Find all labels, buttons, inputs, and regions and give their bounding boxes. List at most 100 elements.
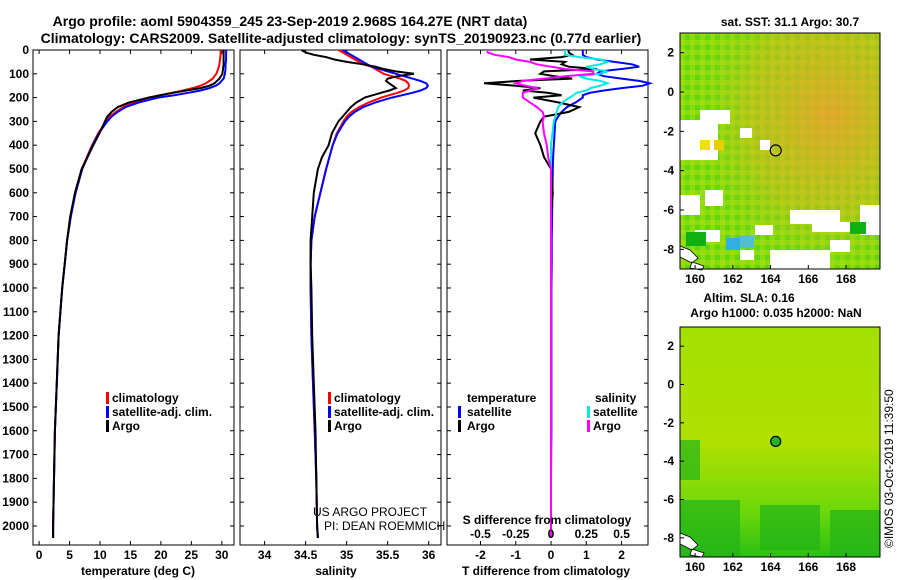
x-tick-label: 35 (340, 548, 354, 562)
legend-satellite-swatch (328, 406, 331, 418)
legend-climatology-swatch (106, 392, 109, 404)
x-tick-label: -2 (475, 548, 486, 562)
sst-map-title: sat. SST: 31.1 Argo: 30.7 (721, 15, 860, 29)
legend-argo-label: Argo (112, 419, 140, 433)
depth-tick-label: 1900 (2, 495, 29, 509)
map-y-tick-label: -2 (663, 416, 674, 430)
x-tick-label: -1 (510, 548, 521, 562)
sst-map-frame (679, 32, 881, 270)
depth-tick-label: 1100 (3, 305, 29, 319)
legend-salinity-title: salinity (595, 391, 637, 405)
legend-climatology-label: climatology (112, 391, 179, 405)
x-tick-label: 15 (124, 548, 138, 562)
depth-tick-label: 700 (9, 210, 29, 224)
depth-tick-label: 600 (9, 186, 29, 200)
x-tick-label: 34 (258, 548, 272, 562)
series-line-climatology (309, 49, 411, 538)
sla-map-subtitle: Argo h1000: 0.035 h2000: NaN (690, 306, 861, 320)
map-x-tick-label: 168 (836, 272, 856, 286)
depth-tick-label: 1500 (2, 400, 29, 414)
s-tick-label: 0.25 (575, 527, 599, 541)
legend-satellite-swatch (106, 406, 109, 418)
series-line-argo (52, 50, 225, 538)
series-line-climatology (52, 50, 222, 538)
map-y-tick-label: -4 (663, 454, 674, 468)
s-tick-label: -0.5 (470, 527, 491, 541)
map-y-tick-label: -8 (663, 242, 674, 256)
legend-s-argo-label: Argo (593, 419, 621, 433)
figure-title-line1: Argo profile: aoml 5904359_245 23-Sep-20… (53, 13, 528, 29)
x-tick-label: 1 (583, 548, 590, 562)
s-tick-label: 0.5 (613, 527, 630, 541)
s-tick-label: -0.25 (502, 527, 530, 541)
depth-tick-label: 1800 (2, 471, 29, 485)
series-line-satellite-adj-clim- (52, 50, 228, 538)
x-tick-label: 25 (185, 548, 199, 562)
legend-s-satellite-swatch (587, 406, 590, 418)
temperature-panel: 0100200300400500600700800900100011001200… (2, 43, 648, 578)
sla-dark-patches (680, 440, 880, 557)
legend-t-argo-label: Argo (467, 419, 495, 433)
legend-t-argo-swatch (458, 420, 461, 432)
map-x-tick-label: 166 (798, 272, 818, 286)
depth-tick-label: 500 (9, 162, 29, 176)
map-x-tick-label: 166 (798, 560, 818, 574)
legend-satellite-label: satellite-adj. clim. (334, 405, 434, 419)
depth-tick-label: 2000 (2, 519, 29, 533)
sst-map-panel: sat. SST: 31.1 Argo: 30.7 160 162 164 166 16… (663, 15, 881, 286)
x-tick-label: 10 (93, 548, 107, 562)
x-tick-label: 2 (618, 548, 625, 562)
depth-tick-label: 100 (9, 67, 29, 81)
map-x-tick-label: 168 (836, 560, 856, 574)
series-line-satellite-adj-clim- (309, 49, 430, 538)
depth-tick-label: 1000 (2, 281, 29, 295)
map-y-tick-label: -4 (663, 164, 674, 178)
legend-climatology-swatch (328, 392, 331, 404)
legend-argo-swatch (106, 420, 109, 432)
salinity-xlabel: salinity (315, 564, 357, 578)
legend-s-satellite-label: satellite (593, 405, 638, 419)
sla-float-position (770, 435, 782, 447)
map-x-tick-label: 162 (723, 272, 743, 286)
legend-t-satellite-label: satellite (467, 405, 512, 419)
depth-tick-label: 800 (9, 233, 29, 247)
legend-argo-swatch (328, 420, 331, 432)
series-line-satellite-t- (550, 50, 654, 538)
map-y-tick-label: -2 (663, 124, 674, 138)
depth-tick-label: 1700 (2, 448, 29, 462)
s-difference-label: S difference from climatology (463, 513, 632, 527)
depth-tick-label: 900 (9, 257, 29, 271)
map-y-tick-label: -8 (663, 531, 674, 545)
series-line-argo (300, 49, 415, 538)
depth-tick-label: 1600 (2, 424, 29, 438)
depth-tick-label: 400 (9, 138, 29, 152)
legend-t-satellite-swatch (458, 406, 461, 418)
x-tick-label: 36 (422, 548, 436, 562)
imos-credit: ©IMOS 03-Oct-2019 11:39:50 (882, 389, 896, 548)
map-y-tick-label: 0 (667, 85, 674, 99)
x-tick-label: 35.5 (376, 548, 400, 562)
series-line-satellite-s- (550, 50, 611, 538)
map-y-tick-label: 2 (667, 46, 674, 60)
depth-tick-label: 1200 (2, 329, 29, 343)
difference-plot-frame (446, 49, 649, 546)
salinity-panel: 34 34.5 35 35.5 36 salinity climatology sate… (239, 49, 445, 578)
legend-temperature-title: temperature (467, 391, 537, 405)
temperature-plot-frame (32, 49, 235, 546)
depth-tick-label: 1300 (2, 352, 29, 366)
sla-map-frame (679, 326, 881, 558)
map-x-tick-label: 164 (761, 560, 781, 574)
t-difference-xlabel: T difference from climatology (462, 564, 630, 578)
x-tick-label: 5 (66, 548, 73, 562)
map-y-tick-label: -6 (663, 493, 674, 507)
x-tick-label: 0 (36, 548, 43, 562)
x-tick-label: 34.5 (294, 548, 318, 562)
sla-map-title: Altim. SLA: 0.16 (703, 291, 795, 305)
legend-climatology-label: climatology (334, 391, 401, 405)
legend-satellite-label: satellite-adj. clim. (112, 405, 212, 419)
legend-argo-label: Argo (334, 419, 362, 433)
map-x-tick-label: 160 (685, 560, 705, 574)
map-y-tick-label: 0 (667, 378, 674, 392)
depth-tick-label: 0 (22, 43, 29, 57)
